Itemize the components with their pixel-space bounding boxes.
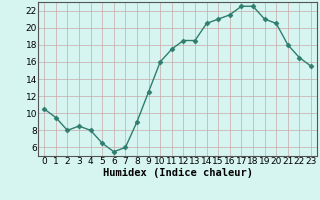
X-axis label: Humidex (Indice chaleur): Humidex (Indice chaleur) — [103, 168, 252, 178]
